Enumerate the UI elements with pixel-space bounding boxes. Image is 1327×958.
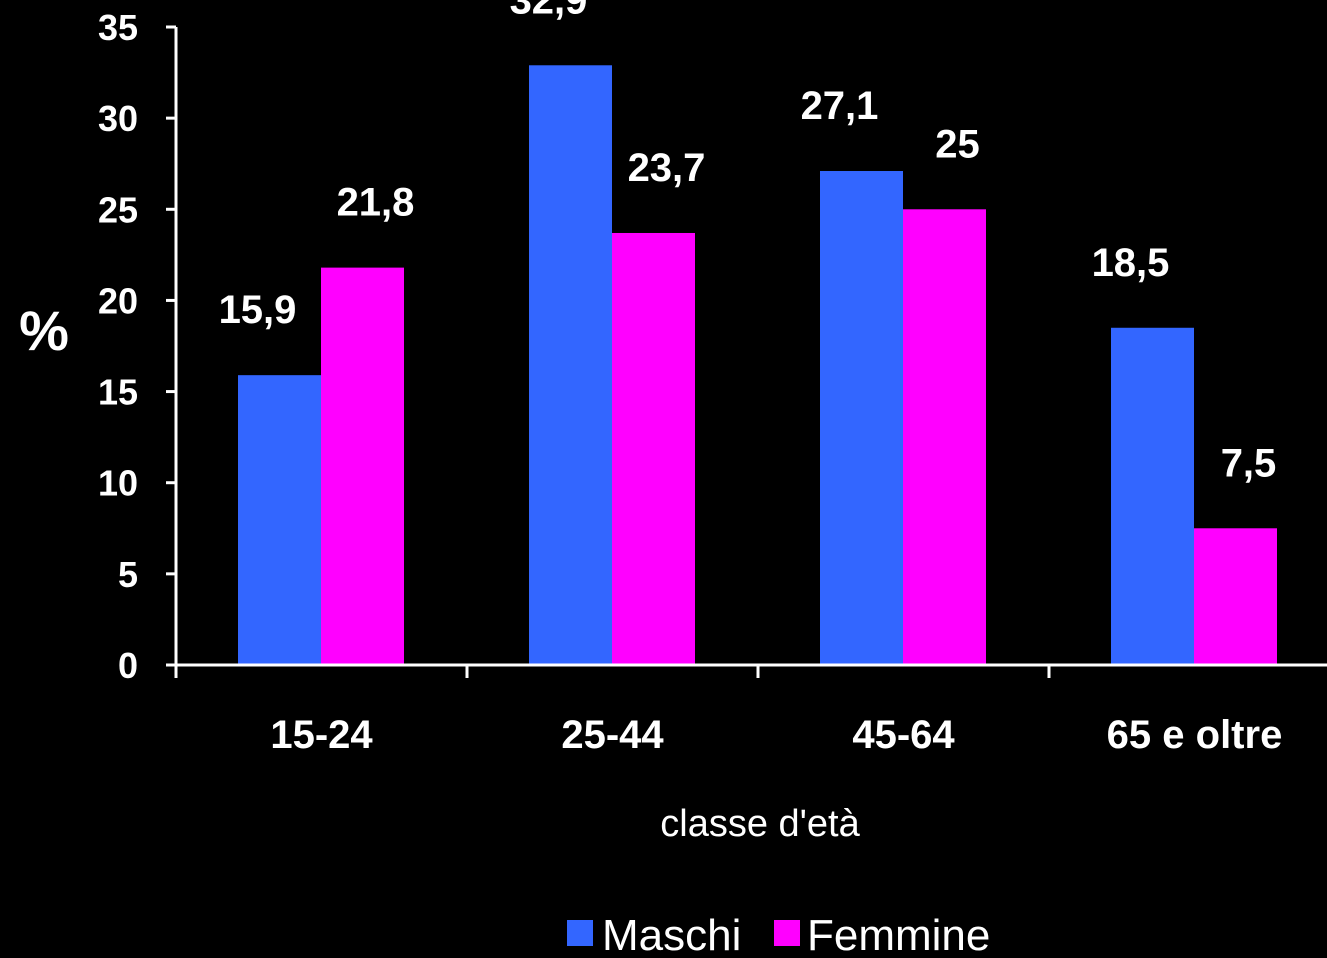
y-tick-label: 30 — [98, 98, 138, 139]
bar-femmine — [321, 267, 404, 665]
y-tick-label: 25 — [98, 189, 138, 230]
bars-layer — [238, 65, 1277, 666]
y-axis-label: % — [19, 299, 69, 362]
data-labels: 15,9 21,8 32,9 23,7 27,1 25 18,5 7,5 — [219, 0, 1277, 485]
data-label: 18,5 — [1092, 241, 1170, 285]
legend-label-femmine: Femmine — [807, 911, 990, 953]
bar-maschi — [529, 65, 612, 665]
data-label: 27,1 — [801, 84, 879, 128]
bar-maschi — [238, 375, 321, 665]
y-tick-label: 5 — [118, 554, 138, 595]
data-label: 15,9 — [219, 288, 297, 332]
bar-maschi — [1111, 327, 1194, 665]
data-label: 25 — [935, 122, 980, 166]
x-ticks: 15-24 25-44 45-64 65 e oltre — [174, 665, 1283, 757]
legend-swatch-femmine — [774, 920, 800, 946]
data-label: 23,7 — [628, 146, 706, 190]
category-label: 65 e oltre — [1107, 713, 1283, 757]
data-label: 21,8 — [337, 181, 415, 225]
x-axis-label: classe d'età — [660, 803, 860, 845]
data-label: 32,9 — [510, 0, 588, 22]
y-tick-label: 15 — [98, 372, 138, 413]
legend-label-maschi: Maschi — [602, 911, 741, 953]
category-label: 15-24 — [270, 713, 373, 757]
bar-femmine — [903, 209, 986, 666]
data-label: 7,5 — [1221, 441, 1277, 485]
category-label: 45-64 — [852, 713, 955, 757]
bar-femmine — [1194, 528, 1277, 665]
legend-swatch-maschi — [567, 920, 593, 946]
category-label: 25-44 — [561, 713, 664, 757]
y-tick-label: 0 — [118, 645, 138, 686]
y-tick-label: 20 — [98, 280, 138, 321]
y-tick-label: 35 — [98, 7, 138, 48]
bar-maschi — [820, 171, 903, 665]
y-tick-label: 10 — [98, 463, 138, 504]
y-ticks: 0 5 10 15 20 25 30 35 — [98, 7, 176, 686]
bar-femmine — [612, 232, 695, 666]
legend: Maschi Femmine — [567, 911, 990, 958]
